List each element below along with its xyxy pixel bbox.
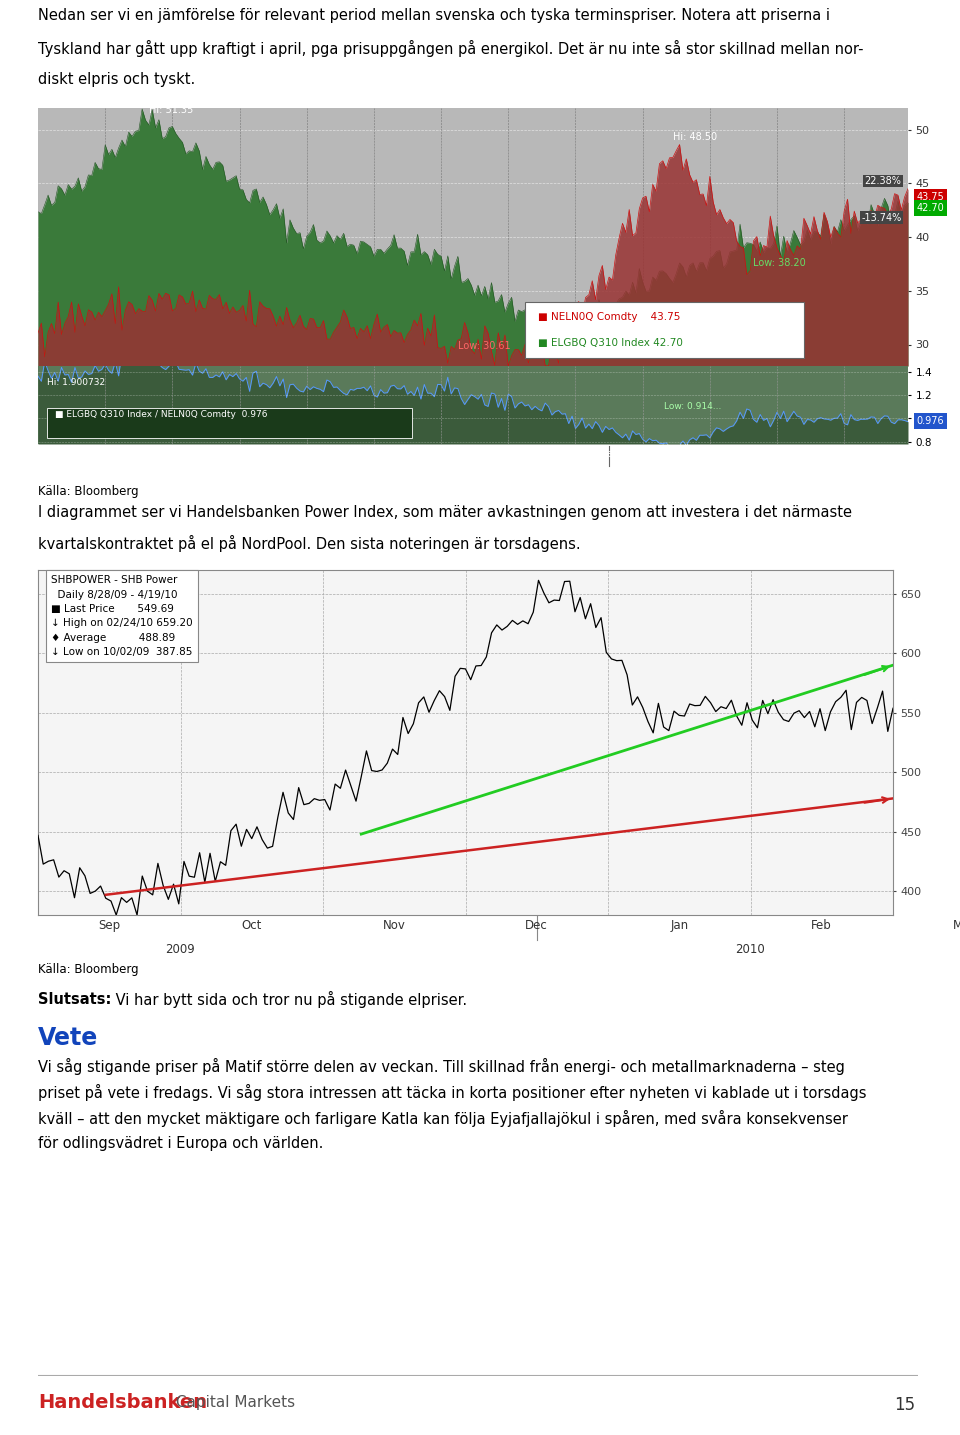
Text: Oct: Oct: [466, 449, 484, 459]
Text: Källa: Bloomberg: Källa: Bloomberg: [38, 485, 138, 498]
Text: ■ ELGBQ Q310 Index / NELN0Q Comdty  0.976: ■ ELGBQ Q310 Index / NELN0Q Comdty 0.976: [56, 409, 268, 419]
Text: 15: 15: [895, 1396, 916, 1413]
Text: Vi har bytt sida och tror nu på stigande elpriser.: Vi har bytt sida och tror nu på stigande…: [111, 990, 468, 1007]
Text: Nov: Nov: [532, 449, 552, 459]
Text: Aug: Aug: [330, 449, 350, 459]
Text: Handelsbanken: Handelsbanken: [38, 1393, 207, 1412]
Text: Jan: Jan: [668, 449, 684, 459]
Text: 22.38%: 22.38%: [864, 177, 901, 187]
Text: Sep: Sep: [397, 449, 418, 459]
Text: ■ NELN0Q Comdty    43.75: ■ NELN0Q Comdty 43.75: [539, 311, 681, 321]
Text: 2010: 2010: [735, 943, 765, 956]
Text: Apr: Apr: [869, 449, 887, 459]
Text: I diagrammet ser vi Handelsbanken Power Index, som mäter avkastningen genom att : I diagrammet ser vi Handelsbanken Power …: [38, 505, 852, 519]
Text: ■ ELGBQ Q310 Index 42.70: ■ ELGBQ Q310 Index 42.70: [539, 337, 684, 347]
Text: May: May: [128, 449, 150, 459]
Text: Mar: Mar: [801, 449, 821, 459]
Text: Feb: Feb: [734, 449, 753, 459]
Text: 2009: 2009: [327, 466, 353, 476]
Text: Hi: 48.50: Hi: 48.50: [673, 132, 717, 142]
Text: 43.75: 43.75: [917, 192, 945, 202]
Text: Capital Markets: Capital Markets: [171, 1395, 296, 1411]
Text: 42.70: 42.70: [917, 202, 945, 212]
Text: Low: 30.61: Low: 30.61: [458, 342, 511, 352]
Text: Jul: Jul: [267, 449, 279, 459]
Text: Hi: 51.35: Hi: 51.35: [149, 105, 193, 115]
Text: 0.976: 0.976: [917, 416, 945, 426]
Text: Hi: 1.900732: Hi: 1.900732: [47, 377, 105, 386]
Text: Low: 0.914...: Low: 0.914...: [664, 402, 722, 410]
FancyBboxPatch shape: [47, 408, 412, 438]
Text: Mar: Mar: [953, 918, 960, 931]
Text: Low: 38.20: Low: 38.20: [754, 258, 806, 268]
Text: Apr: Apr: [62, 449, 81, 459]
Text: för odlingsvädret i Europa och världen.: för odlingsvädret i Europa och världen.: [38, 1137, 324, 1151]
Text: Vi såg stigande priser på Matif större delen av veckan. Till skillnad från energ: Vi såg stigande priser på Matif större d…: [38, 1058, 845, 1075]
Text: Dec: Dec: [599, 449, 619, 459]
Text: Nedan ser vi en jämförelse för relevant period mellan svenska och tyska terminsp: Nedan ser vi en jämförelse för relevant …: [38, 9, 830, 23]
Text: Sep: Sep: [98, 918, 120, 931]
Text: Oct: Oct: [242, 918, 262, 931]
Text: Dec: Dec: [525, 918, 548, 931]
FancyBboxPatch shape: [525, 301, 804, 359]
Text: Slutsats:: Slutsats:: [38, 992, 111, 1006]
Text: Källa: Bloomberg: Källa: Bloomberg: [38, 963, 138, 976]
Text: Feb: Feb: [811, 918, 832, 931]
Text: Nov: Nov: [383, 918, 406, 931]
Text: -13.74%: -13.74%: [861, 212, 901, 222]
Text: 2010: 2010: [798, 466, 824, 476]
Text: kvartalskontraktet på el på NordPool. Den sista noteringen är torsdagens.: kvartalskontraktet på el på NordPool. De…: [38, 535, 581, 552]
Text: kväll – att den mycket mäktigare och farligare Katla kan följa Eyjafjallajökul i: kväll – att den mycket mäktigare och far…: [38, 1111, 848, 1126]
Text: 2009: 2009: [166, 943, 196, 956]
Text: diskt elpris och tyskt.: diskt elpris och tyskt.: [38, 72, 195, 86]
Text: Jun: Jun: [198, 449, 214, 459]
Text: Jan: Jan: [670, 918, 688, 931]
Text: SHBPOWER - SHB Power
  Daily 8/28/09 - 4/19/10
■ Last Price       549.69
↓ High : SHBPOWER - SHB Power Daily 8/28/09 - 4/1…: [51, 575, 192, 657]
Text: Tyskland har gått upp kraftigt i april, pga prisuppgången på energikol. Det är n: Tyskland har gått upp kraftigt i april, …: [38, 40, 863, 57]
Text: Vete: Vete: [38, 1026, 98, 1050]
Text: priset på vete i fredags. Vi såg stora intressen att täcka in korta positioner e: priset på vete i fredags. Vi såg stora i…: [38, 1083, 867, 1101]
